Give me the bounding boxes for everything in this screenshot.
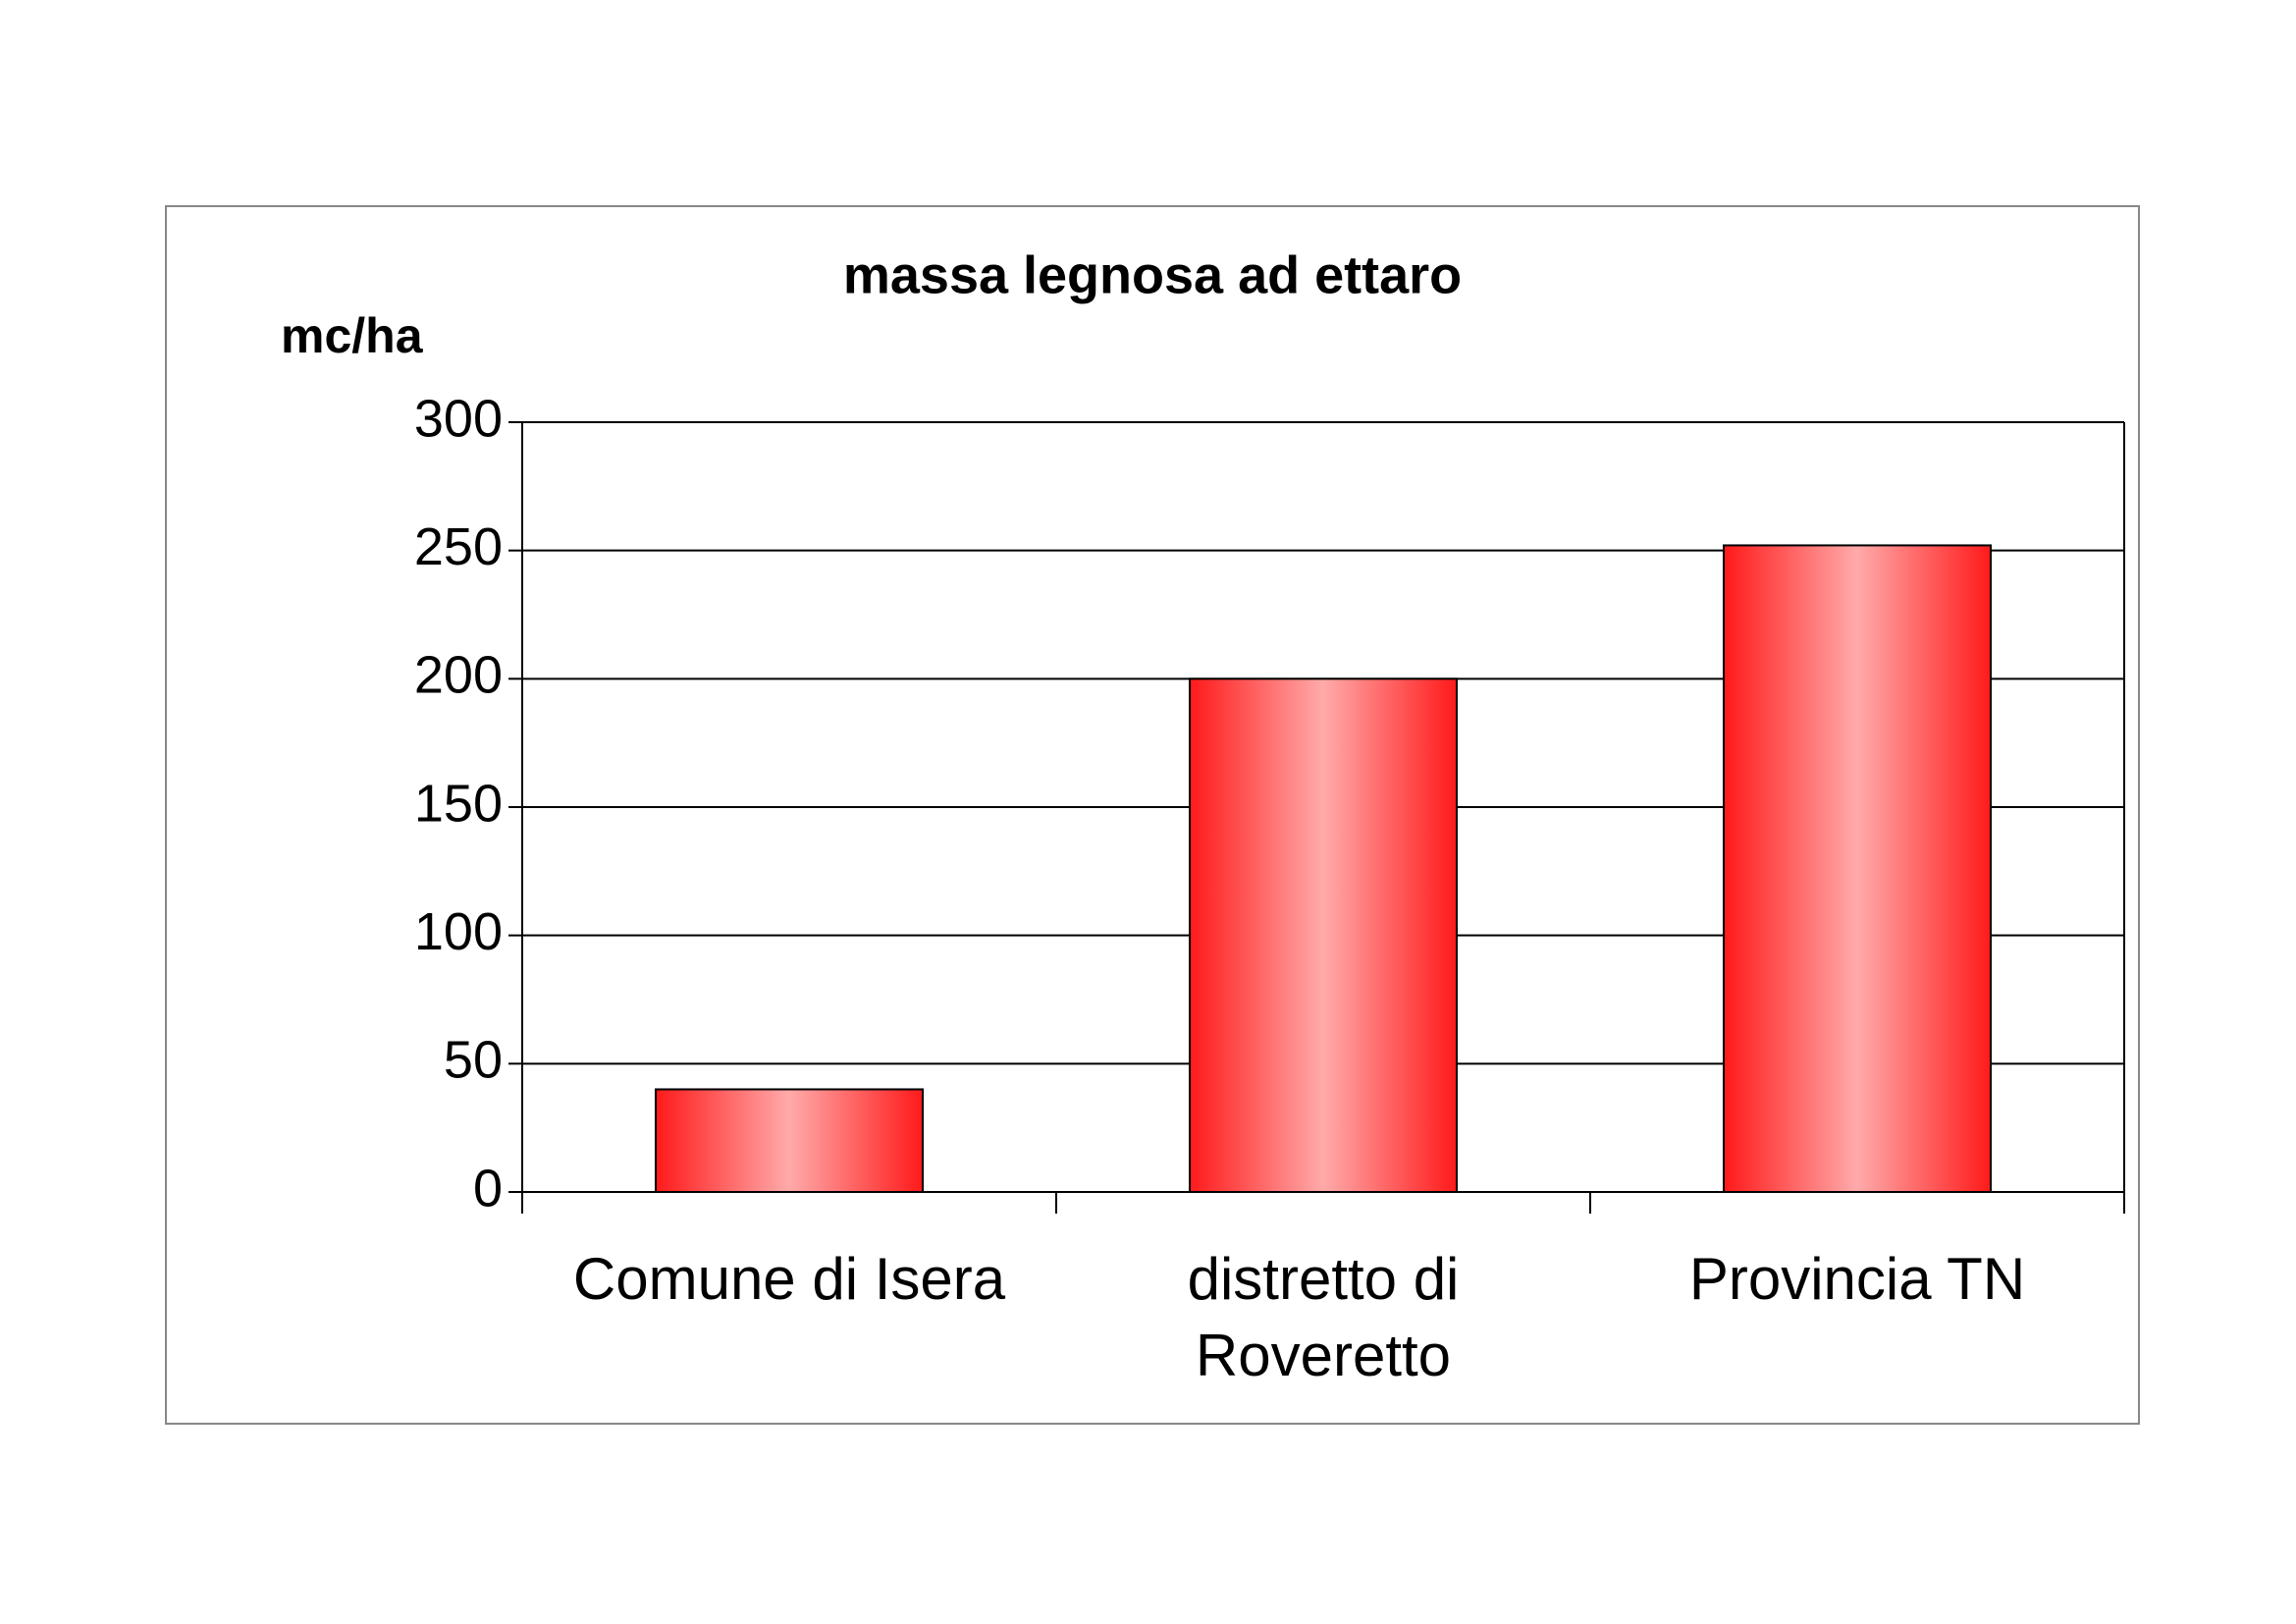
y-tick-label: 50 xyxy=(444,1031,503,1090)
x-tick-label: distretto di Roveretto xyxy=(1188,1246,1460,1388)
x-tick-label-line: distretto di xyxy=(1188,1246,1460,1312)
x-tick-label: Comune di Isera xyxy=(573,1246,1006,1312)
y-tick-label: 250 xyxy=(414,517,503,576)
y-tick-label: 200 xyxy=(414,646,503,705)
chart-title: massa legnosa ad ettaro xyxy=(843,245,1462,304)
bar xyxy=(1189,677,1458,1193)
bar xyxy=(1723,544,1992,1193)
x-tick-label-line: Roveretto xyxy=(1196,1323,1451,1388)
x-tick-label: Provincia TN xyxy=(1689,1246,2025,1312)
y-tick-label: 300 xyxy=(414,389,503,448)
y-tick-label: 150 xyxy=(414,774,503,833)
bar xyxy=(655,1088,924,1194)
x-tick-label-line: Provincia TN xyxy=(1689,1246,2025,1312)
y-axis-label: mc/ha xyxy=(281,308,424,363)
y-tick-label: 0 xyxy=(473,1159,503,1218)
x-tick-label-line: Comune di Isera xyxy=(573,1246,1006,1312)
y-tick-label: 100 xyxy=(414,902,503,961)
